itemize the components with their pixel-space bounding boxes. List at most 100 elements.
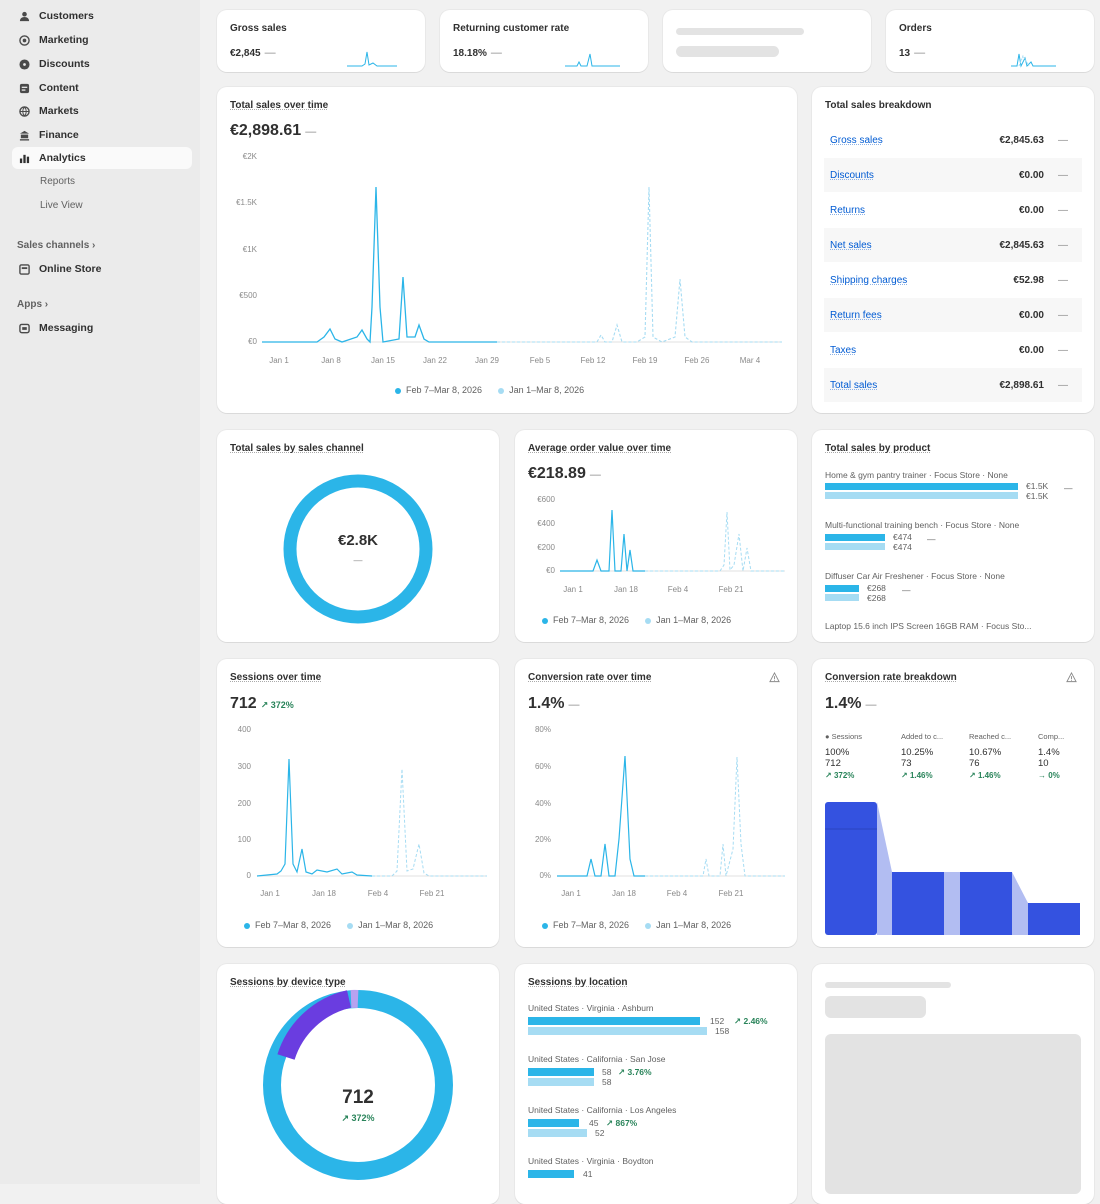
y-tick: 80% [535, 725, 551, 734]
sidebar-subitem-live-view[interactable]: Live View [40, 200, 83, 211]
chevron-right-icon: › [92, 240, 95, 251]
breakdown-row-shipping[interactable]: Shipping charges€52.98— [824, 263, 1082, 297]
breakdown-label[interactable]: Shipping charges [824, 275, 974, 286]
x-axis: Jan 1 Jan 8 Jan 15 Jan 22 Jan 29 Feb 5 F… [269, 356, 761, 365]
breakdown-row-taxes[interactable]: Taxes€0.00— [824, 333, 1082, 367]
content-icon [18, 82, 30, 94]
legend-previous[interactable]: Jan 1–Mar 8, 2026 [347, 920, 433, 930]
chevron-right-icon: › [45, 299, 48, 310]
sessions-by-device-card[interactable]: Sessions by device type 712 ↗ 372% [217, 964, 499, 1204]
x-tick: Jan 18 [312, 889, 337, 898]
location-label[interactable]: United States · Virginia · Ashburn [528, 1003, 654, 1013]
location-value: 45 [589, 1118, 598, 1128]
legend-current[interactable]: Feb 7–Mar 8, 2026 [542, 920, 629, 930]
person-icon [18, 10, 30, 22]
total-sales-over-time-card[interactable]: Total sales over time €2,898.61— €2K €1.… [217, 87, 797, 413]
legend-dot [347, 923, 353, 929]
x-tick: Jan 1 [269, 356, 289, 365]
legend-current[interactable]: Feb 7–Mar 8, 2026 [395, 385, 482, 395]
aov-card[interactable]: Average order value over time €218.89— €… [515, 430, 797, 642]
sales-channels-heading[interactable]: Sales channels › [17, 240, 95, 251]
sessions-over-time-card[interactable]: Sessions over time 712↗ 372% 400 300 200… [217, 659, 499, 947]
breakdown-value: €2,845.63 [974, 240, 1044, 251]
y-tick: 40% [535, 799, 551, 808]
card-title: Total sales by product [825, 443, 930, 454]
product-label[interactable]: Diffuser Car Air Freshener · Focus Store… [825, 571, 1005, 581]
breakdown-value: €0.00 [974, 310, 1044, 321]
y-axis: €2K €1.5K €1K €500 €0 [236, 152, 258, 346]
sales-by-channel-card[interactable]: Total sales by sales channel €2.8K — [217, 430, 499, 642]
y-tick: 200 [238, 799, 252, 808]
breakdown-label[interactable]: Return fees [824, 310, 974, 321]
x-tick: Feb 5 [530, 356, 551, 365]
kpi-gross-sales[interactable]: Gross sales €2,845— [217, 10, 425, 72]
sales-by-product-card[interactable]: Total sales by product Home & gym pantry… [812, 430, 1094, 642]
x-tick: Jan 15 [371, 356, 396, 365]
sidebar-item-content[interactable]: Content [12, 77, 192, 99]
kpi-orders[interactable]: Orders 13— [886, 10, 1094, 72]
legend-previous[interactable]: Jan 1–Mar 8, 2026 [645, 920, 731, 930]
breakdown-row-returns[interactable]: Returns€0.00— [824, 193, 1082, 227]
card-title: Sessions by location [528, 977, 627, 988]
breakdown-label[interactable]: Total sales [824, 380, 974, 391]
breakdown-row-gross-sales[interactable]: Gross sales€2,845.63— [824, 123, 1082, 157]
sidebar-item-customers[interactable]: Customers [12, 5, 192, 27]
sidebar-item-markets[interactable]: Markets [12, 100, 192, 122]
breakdown-label[interactable]: Taxes [824, 345, 974, 356]
breakdown-label[interactable]: Discounts [824, 170, 974, 181]
product-label[interactable]: Home & gym pantry trainer · Focus Store … [825, 470, 1008, 480]
product-label[interactable]: Multi-functional training bench · Focus … [825, 520, 1019, 530]
legend-previous[interactable]: Jan 1–Mar 8, 2026 [498, 385, 584, 395]
location-label[interactable]: United States · California · San Jose [528, 1054, 665, 1064]
sidebar-item-label: Marketing [39, 34, 89, 46]
legend-current[interactable]: Feb 7–Mar 8, 2026 [542, 615, 629, 625]
legend-label: Jan 1–Mar 8, 2026 [509, 385, 584, 395]
product-label-truncated[interactable]: Laptop 15.6 inch IPS Screen 16GB RAM · F… [825, 621, 1031, 631]
conversion-breakdown-card[interactable]: Conversion rate breakdown 1.4%— ● Sessio… [812, 659, 1094, 947]
sessions-by-location-card[interactable]: Sessions by location United States · Vir… [515, 964, 797, 1204]
breakdown-label[interactable]: Gross sales [824, 135, 974, 146]
product-change: — [927, 534, 936, 544]
legend-previous[interactable]: Jan 1–Mar 8, 2026 [645, 615, 731, 625]
card-title: Total sales breakdown [825, 100, 932, 111]
y-tick: €600 [537, 495, 555, 504]
breakdown-row-total-sales[interactable]: Total sales€2,898.61— [824, 368, 1082, 402]
sidebar-item-finance[interactable]: Finance [12, 124, 192, 146]
change-text: 2.46% [743, 1016, 767, 1026]
breakdown-change: — [1044, 345, 1082, 356]
sidebar-item-online-store[interactable]: Online Store [12, 258, 192, 280]
series-current-line [257, 759, 372, 876]
breakdown-change: — [1044, 170, 1082, 181]
total-sales-chart: €2K €1.5K €1K €500 €0 Jan 1 Jan 8 Jan 15… [217, 87, 797, 413]
sidebar-item-messaging[interactable]: Messaging [12, 317, 192, 339]
x-tick: Feb 19 [633, 356, 658, 365]
location-bar-current [528, 1068, 594, 1076]
series-previous-line [645, 757, 785, 876]
sidebar-item-analytics[interactable]: Analytics [12, 147, 192, 169]
x-tick: Jan 1 [563, 585, 583, 594]
breakdown-row-return-fees[interactable]: Return fees€0.00— [824, 298, 1082, 332]
breakdown-row-net-sales[interactable]: Net sales€2,845.63— [824, 228, 1082, 262]
breakdown-label[interactable]: Returns [824, 205, 974, 216]
sidebar-item-label: Markets [39, 105, 79, 117]
location-label[interactable]: United States · Virginia · Boydton [528, 1156, 654, 1166]
product-bar-previous [825, 594, 859, 601]
breakdown-value: €0.00 [974, 345, 1044, 356]
product-bar-current [825, 483, 1018, 490]
legend-current[interactable]: Feb 7–Mar 8, 2026 [244, 920, 331, 930]
breakdown-row-discounts[interactable]: Discounts€0.00— [824, 158, 1082, 192]
legend-dot [498, 388, 504, 394]
breakdown-label[interactable]: Net sales [824, 240, 974, 251]
sidebar-subitem-reports[interactable]: Reports [40, 176, 75, 187]
product-bar-current [825, 585, 859, 592]
sidebar-item-discounts[interactable]: Discounts [12, 53, 192, 75]
y-tick: 300 [238, 762, 252, 771]
kpi-returning-customer-rate[interactable]: Returning customer rate 18.18%— [440, 10, 648, 72]
sidebar-item-marketing[interactable]: Marketing [12, 29, 192, 51]
total-sales-breakdown-card[interactable]: Total sales breakdown Gross sales€2,845.… [812, 87, 1094, 413]
sidebar-item-label: Finance [39, 129, 79, 141]
apps-heading[interactable]: Apps › [17, 299, 48, 310]
location-label[interactable]: United States · California · Los Angeles [528, 1105, 676, 1115]
conversion-rate-card[interactable]: Conversion rate over time 1.4%— 80% 60% … [515, 659, 797, 947]
funnel-chart [812, 659, 1094, 947]
